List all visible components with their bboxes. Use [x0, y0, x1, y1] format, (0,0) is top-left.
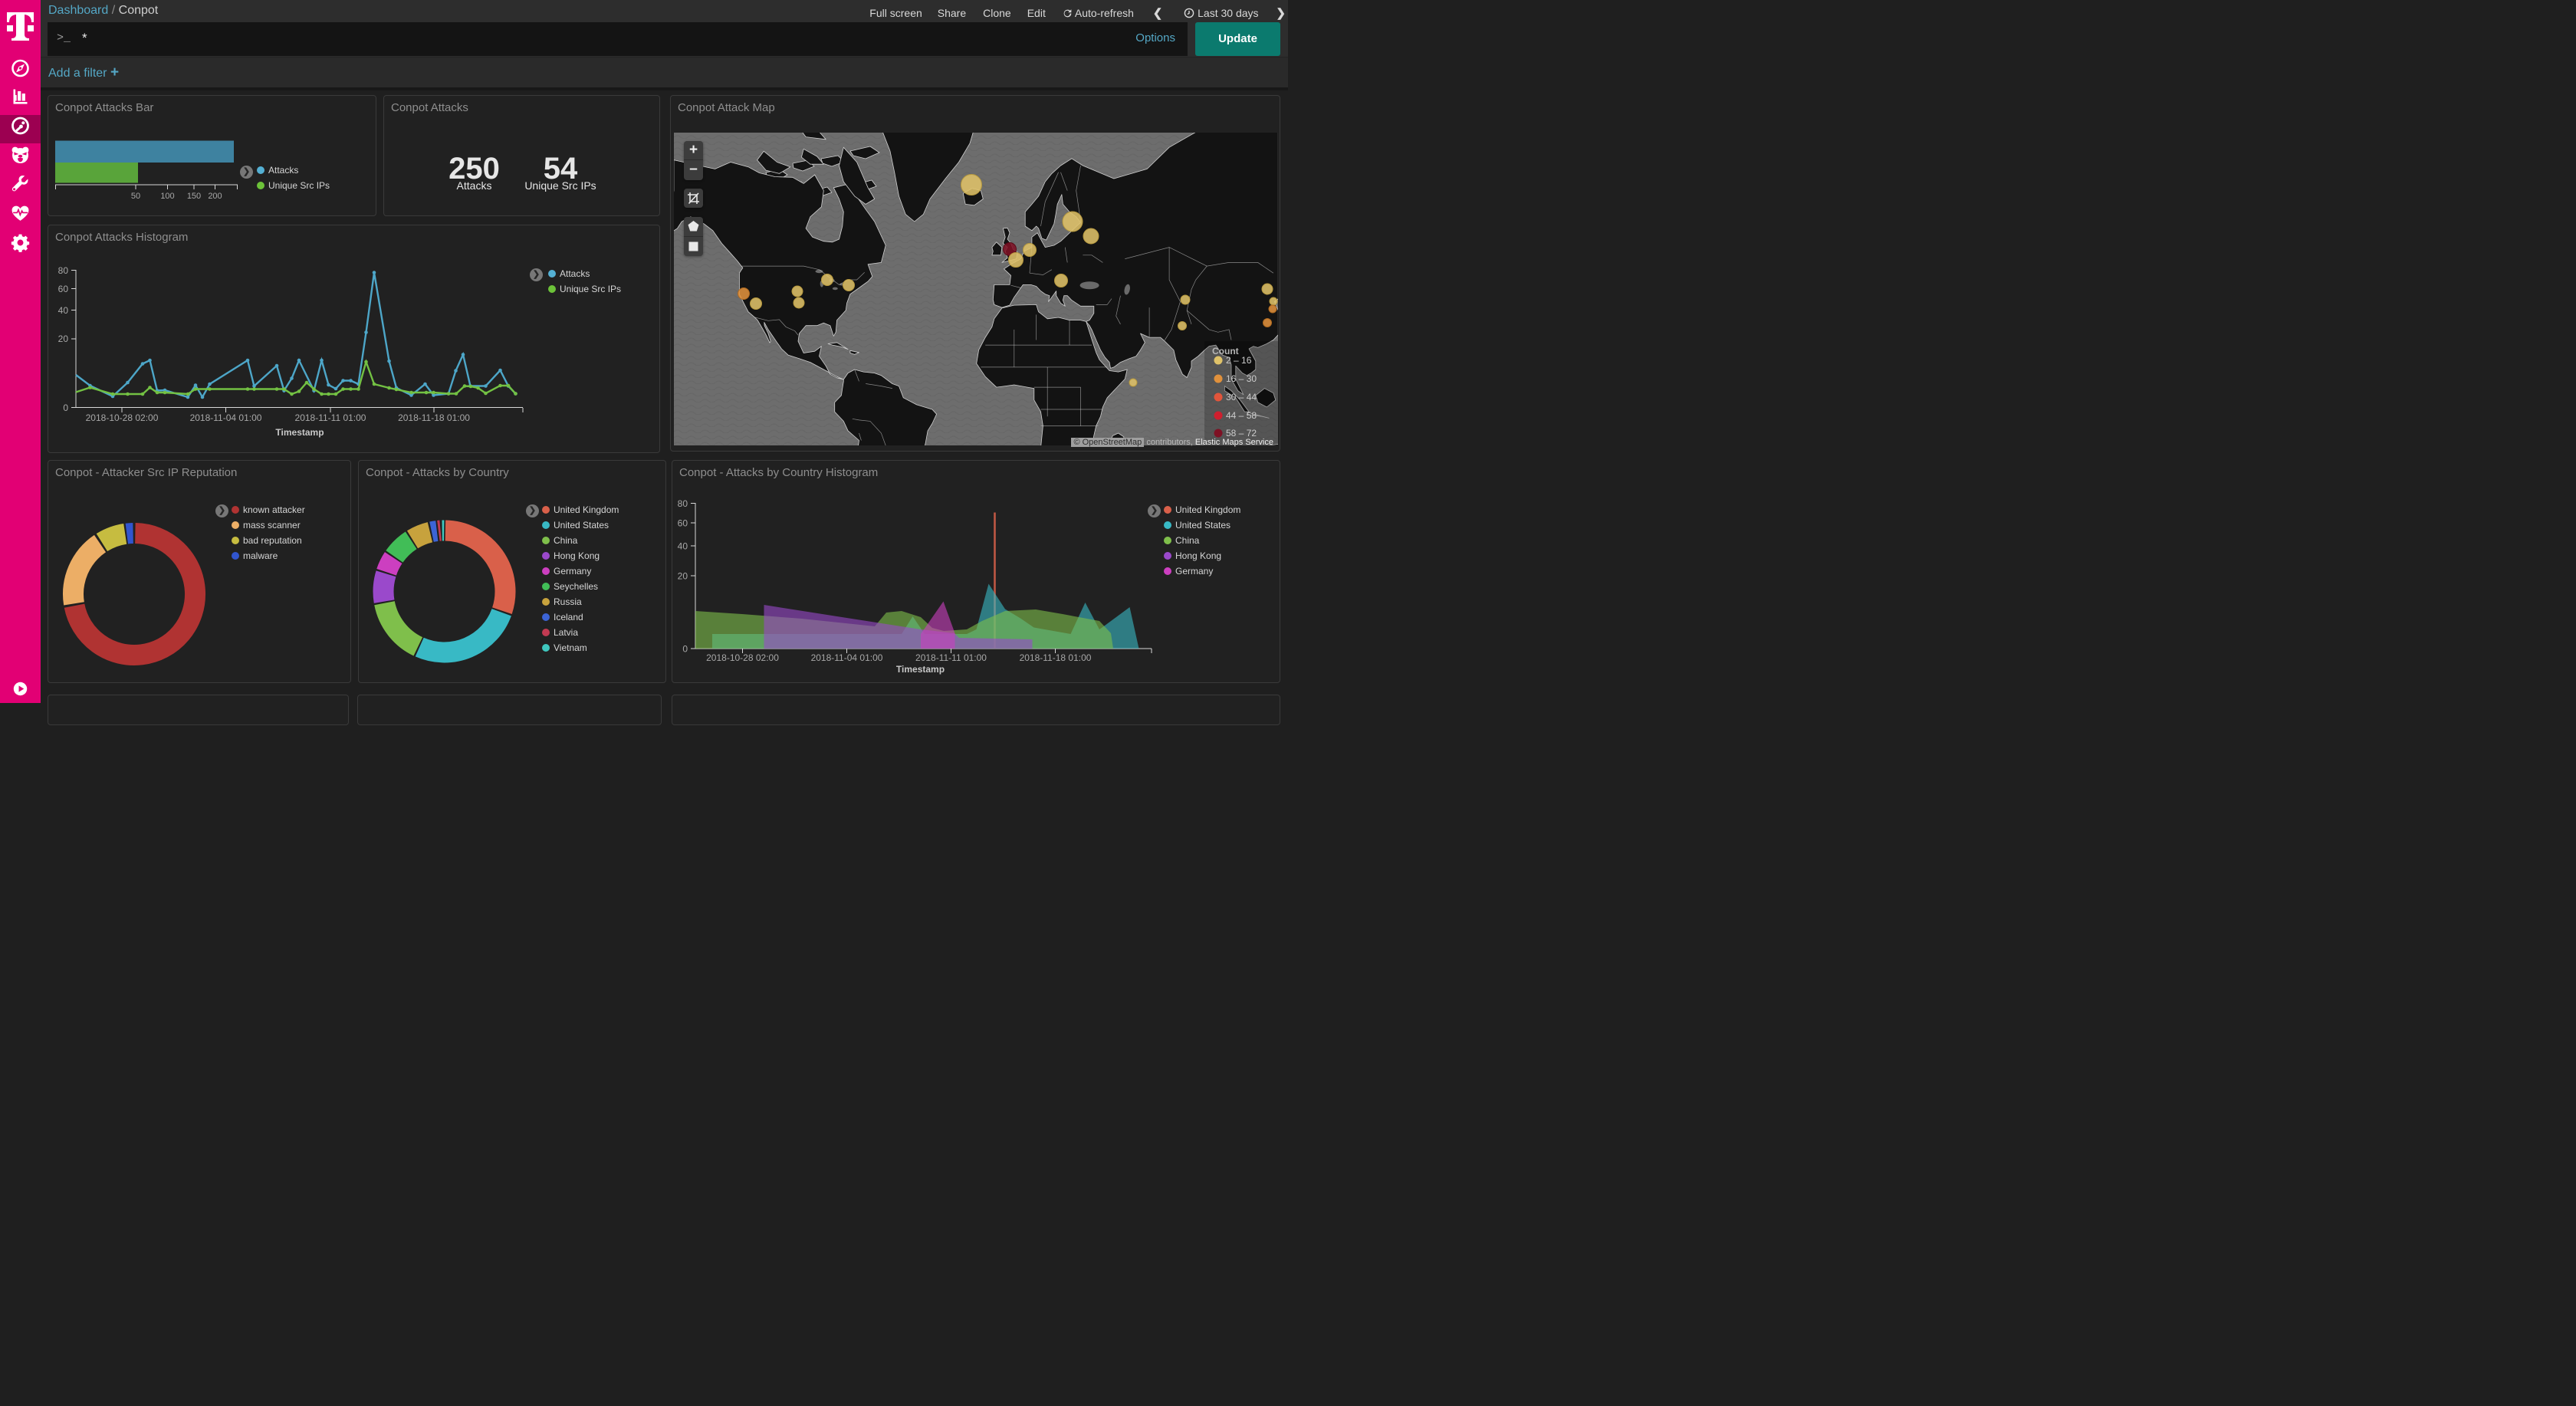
- svg-text:2018-11-04 01:00: 2018-11-04 01:00: [811, 652, 883, 663]
- svg-text:16 – 30: 16 – 30: [1226, 373, 1257, 384]
- svg-text:2018-11-04 01:00: 2018-11-04 01:00: [190, 412, 262, 423]
- svg-text:100: 100: [160, 192, 174, 201]
- svg-text:60: 60: [58, 284, 69, 294]
- svg-text:20: 20: [678, 571, 688, 582]
- svg-text:150: 150: [187, 192, 201, 201]
- svg-text:0: 0: [63, 402, 68, 413]
- svg-text:60: 60: [678, 518, 688, 529]
- svg-text:2018-11-11 01:00: 2018-11-11 01:00: [915, 652, 987, 663]
- svg-text:44 – 58: 44 – 58: [1226, 410, 1257, 421]
- svg-text:200: 200: [208, 192, 222, 201]
- svg-text:Timestamp: Timestamp: [896, 664, 945, 675]
- svg-text:58 – 72: 58 – 72: [1226, 428, 1257, 439]
- svg-text:2018-11-18 01:00: 2018-11-18 01:00: [398, 412, 470, 423]
- svg-text:80: 80: [678, 498, 688, 509]
- svg-text:40: 40: [58, 305, 69, 316]
- svg-text:2018-10-28 02:00: 2018-10-28 02:00: [706, 652, 779, 663]
- svg-text:40: 40: [678, 541, 688, 552]
- svg-text:80: 80: [58, 265, 69, 276]
- svg-text:2018-11-11 01:00: 2018-11-11 01:00: [295, 412, 366, 423]
- svg-text:Count: Count: [1212, 346, 1239, 356]
- svg-text:2018-11-18 01:00: 2018-11-18 01:00: [1020, 652, 1092, 663]
- svg-text:Timestamp: Timestamp: [275, 427, 324, 438]
- svg-text:0: 0: [682, 644, 688, 655]
- svg-text:2 – 16: 2 – 16: [1226, 355, 1252, 366]
- svg-text:30 – 44: 30 – 44: [1226, 392, 1257, 402]
- svg-text:2018-10-28 02:00: 2018-10-28 02:00: [86, 412, 159, 423]
- svg-text:20: 20: [58, 333, 69, 344]
- svg-text:50: 50: [131, 192, 140, 201]
